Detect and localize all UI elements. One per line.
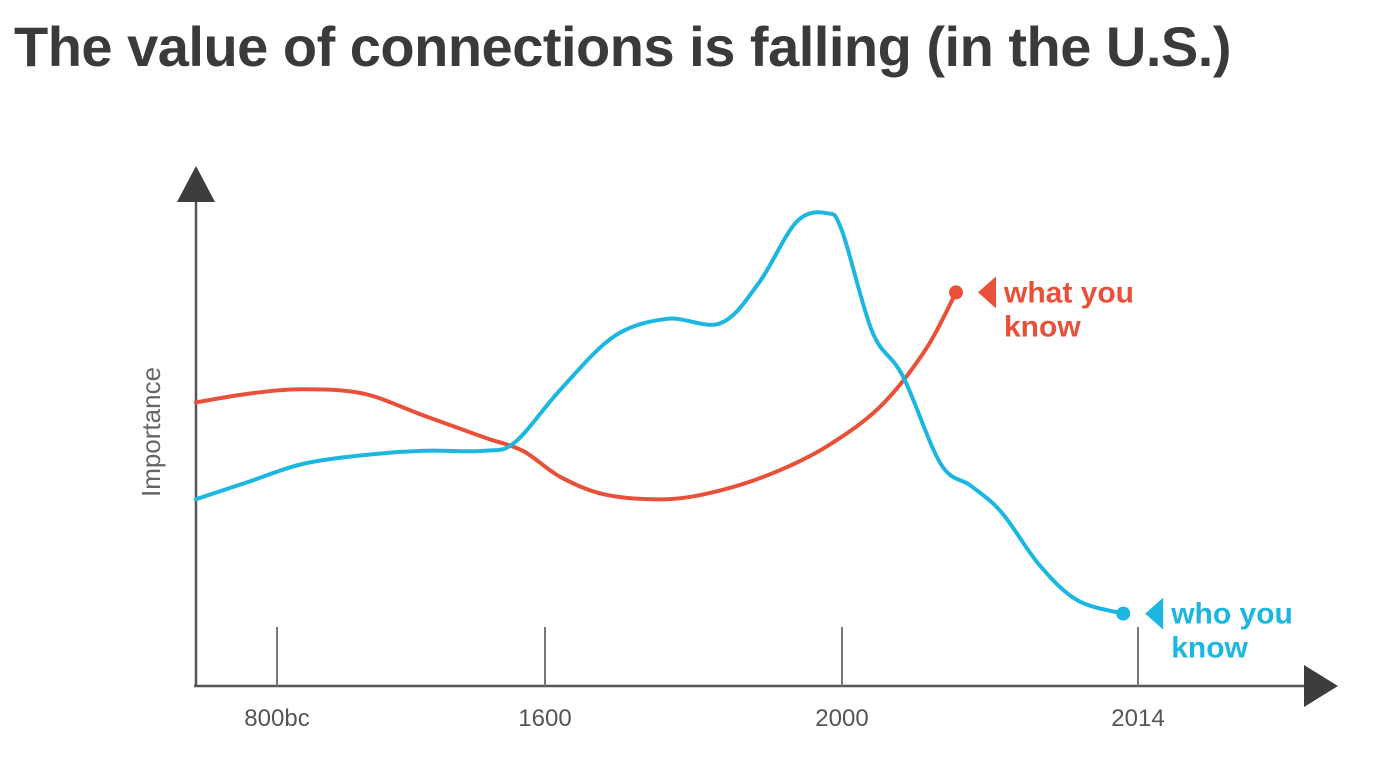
- series-end-dot-who-you-know: [1116, 606, 1131, 621]
- series-line-what-you-know: [194, 290, 958, 502]
- series-line-who-you-know: [194, 210, 1126, 616]
- series-pointer-icon: [1145, 597, 1164, 630]
- chart-title: The value of connections is falling (in …: [14, 15, 1231, 78]
- series-layer: [194, 210, 1131, 621]
- x-tick-label: 800bc: [244, 705, 309, 732]
- series-pointer-icon: [978, 276, 996, 309]
- series-label-who-you-know: who you know: [1170, 598, 1293, 665]
- x-tick-label: 2000: [815, 705, 868, 732]
- series-labels: what you know who you know: [978, 276, 1293, 665]
- x-ticks: 800bc 1600 2000 2014: [244, 627, 1165, 732]
- x-axis-arrow-icon: [1304, 665, 1338, 707]
- y-axis-arrow-icon: [177, 166, 215, 202]
- y-axis-label: Importance: [136, 367, 166, 497]
- series-label-what-you-know: what you know: [1003, 276, 1134, 343]
- series-end-dot-what-you-know: [949, 285, 963, 300]
- x-tick-label: 1600: [518, 705, 571, 732]
- x-tick-label: 2014: [1111, 705, 1164, 732]
